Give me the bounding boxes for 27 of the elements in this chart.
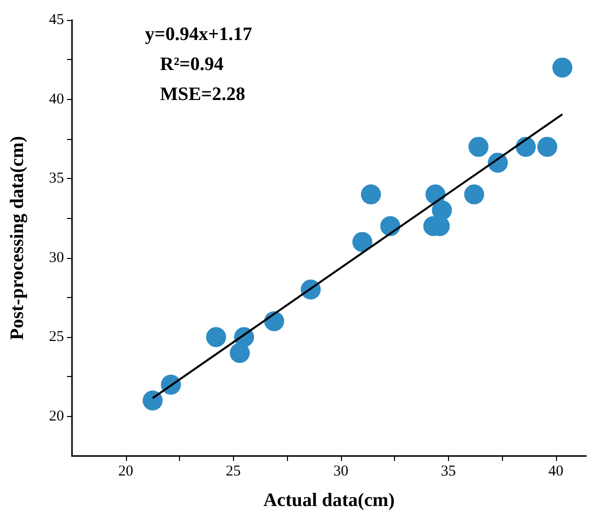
x-tick-label: 35 [440, 464, 456, 480]
y-tick-label: 45 [49, 12, 64, 28]
y-tick-label: 35 [49, 170, 64, 187]
point [552, 58, 572, 78]
y-tick-label: 20 [49, 408, 64, 424]
annotation: MSE=2.28 [160, 84, 246, 105]
point [142, 390, 163, 411]
x-tick-label: 20 [118, 464, 134, 480]
point [360, 184, 381, 204]
point [432, 200, 452, 220]
y-tick-label: 30 [49, 250, 64, 266]
point [464, 184, 484, 204]
y-axis-title: Post-processing data(cm) [7, 136, 28, 340]
annotation: R²=0.94 [160, 54, 224, 75]
annotation: y=0.94x+1.17 [145, 24, 253, 45]
x-tick-label: 30 [333, 464, 348, 480]
y-tick-label: 40 [49, 91, 64, 108]
x-tick-label: 25 [226, 464, 241, 480]
point [537, 136, 558, 157]
point [468, 136, 488, 157]
x-tick-label: 40 [548, 464, 564, 480]
point [206, 327, 226, 348]
point [230, 342, 250, 363]
point [352, 232, 372, 252]
y-tick-label: 25 [49, 329, 64, 346]
x-axis-title: Actual data(cm) [263, 490, 395, 511]
point [516, 136, 536, 157]
